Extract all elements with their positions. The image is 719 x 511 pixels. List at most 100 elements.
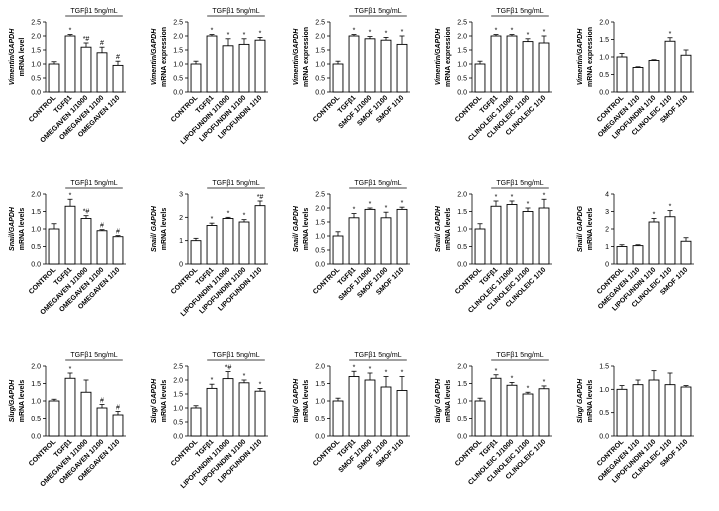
y-axis-label: Slug/GAPDH	[9, 379, 16, 422]
y-tick-label: 0.5	[31, 244, 41, 251]
bar	[206, 35, 218, 93]
significance-mark: *	[69, 28, 72, 35]
bar	[206, 225, 218, 265]
y-tick-label: 0.0	[457, 90, 467, 97]
significance-mark: #	[100, 223, 104, 230]
bar	[254, 205, 266, 265]
bar	[48, 400, 60, 437]
significance-mark: *	[353, 207, 356, 214]
bar	[538, 207, 550, 265]
bar	[112, 236, 124, 265]
bar	[396, 43, 408, 93]
y-tick-label: 2	[179, 215, 183, 222]
y-tick-label: 0.0	[599, 434, 609, 441]
y-tick-label: 2.5	[173, 20, 183, 27]
bar	[380, 39, 392, 93]
significance-mark: *	[243, 32, 246, 39]
significance-mark: *	[669, 31, 672, 38]
y-axis-label: Snail/ GAPDG	[577, 205, 584, 252]
y-tick-label: 1.0	[173, 406, 183, 413]
significance-mark: *	[211, 216, 214, 223]
significance-mark: *#	[225, 365, 232, 372]
y-axis-label: Slug/ GAPDH	[577, 378, 584, 423]
y-tick-label: 2.5	[315, 20, 325, 27]
significance-mark: *	[669, 204, 672, 211]
y-axis-label: mRNA expression	[303, 27, 310, 87]
y-tick-label: 0.0	[173, 434, 183, 441]
y-tick-label: 1.0	[31, 399, 41, 406]
y-tick-label: 1.0	[599, 387, 609, 394]
y-tick-label: 0.5	[599, 72, 609, 79]
significance-mark: #	[116, 405, 120, 412]
y-tick-label: 1.5	[315, 220, 325, 227]
y-tick-label: 0.0	[457, 434, 467, 441]
bar	[664, 384, 676, 437]
y-tick-label: 2.0	[173, 34, 183, 41]
significance-mark: *	[653, 212, 656, 219]
bracket-label: TGFβ1 5ng/mL	[70, 180, 117, 187]
bracket-label: TGFβ1 5ng/mL	[212, 8, 259, 15]
bar	[538, 42, 550, 93]
significance-mark: *	[511, 194, 514, 201]
y-tick-label: 0.5	[457, 416, 467, 423]
bar	[222, 45, 234, 93]
bracket-label: TGFβ1 5ng/mL	[70, 352, 117, 359]
y-axis-label: mRNA levels	[587, 380, 594, 423]
y-tick-label: 0.5	[457, 76, 467, 83]
y-tick-label: 0.5	[31, 416, 41, 423]
significance-mark: *	[385, 30, 388, 37]
bar	[380, 217, 392, 265]
significance-mark: *	[211, 377, 214, 384]
y-tick-label: 1.5	[31, 381, 41, 388]
bar	[474, 228, 486, 265]
y-tick-label: 3	[179, 192, 183, 199]
significance-mark: *	[401, 370, 404, 377]
bar	[348, 217, 360, 265]
bar	[64, 377, 76, 437]
y-tick-label: 2.5	[173, 364, 183, 371]
y-tick-label: 1.5	[31, 209, 41, 216]
bracket-label: TGFβ1 5ng/mL	[496, 180, 543, 187]
bar	[238, 221, 250, 265]
significance-mark: *#	[257, 194, 264, 201]
y-axis-label: mRNA expression	[445, 27, 452, 87]
y-tick-label: 2.5	[315, 192, 325, 199]
bar	[490, 205, 502, 265]
bar	[190, 63, 202, 93]
y-axis-label: mRNA expression	[161, 27, 168, 87]
bar	[254, 39, 266, 93]
y-tick-label: 1.0	[31, 62, 41, 69]
bar	[364, 379, 376, 437]
bar	[222, 378, 234, 437]
significance-mark: #	[100, 398, 104, 405]
significance-mark: *	[543, 379, 546, 386]
y-axis-label: Snail/GAPDH	[9, 206, 16, 251]
bar	[522, 393, 534, 437]
y-tick-label: 0	[179, 262, 183, 269]
y-tick-label: 1.5	[173, 392, 183, 399]
bar	[96, 230, 108, 265]
y-axis-label: mRNA level	[19, 38, 26, 77]
significance-mark: *	[353, 364, 356, 371]
bar	[506, 204, 518, 265]
significance-mark: *	[227, 32, 230, 39]
y-axis-label: mRNA levels	[19, 208, 26, 251]
significance-mark: #	[116, 229, 120, 236]
bar	[396, 208, 408, 265]
bar	[648, 60, 660, 93]
bar	[332, 400, 344, 437]
y-tick-label: 1.5	[315, 48, 325, 55]
y-tick-label: 0.5	[315, 76, 325, 83]
y-tick-label: 2.0	[31, 364, 41, 371]
y-axis-label: mRNA levels	[445, 208, 452, 251]
significance-mark: *	[243, 213, 246, 220]
bar	[648, 379, 660, 437]
y-tick-label: 0.5	[457, 244, 467, 251]
bar	[238, 43, 250, 93]
y-tick-label: 2.0	[599, 20, 609, 27]
y-tick-label: 0.0	[315, 262, 325, 269]
y-tick-label: 1.5	[599, 37, 609, 44]
y-tick-label: 2.0	[315, 364, 325, 371]
significance-mark: *	[69, 366, 72, 373]
y-tick-label: 1.0	[31, 227, 41, 234]
